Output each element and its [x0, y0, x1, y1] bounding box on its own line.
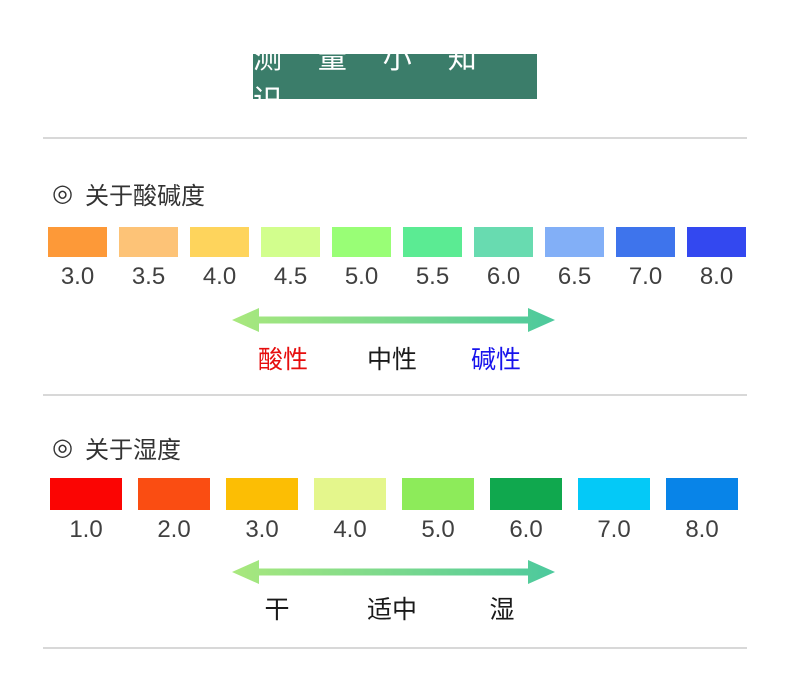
scale-value: 7.0	[628, 263, 663, 290]
color-swatch	[314, 478, 386, 510]
color-swatch	[616, 227, 675, 257]
scale-value: 7.0	[597, 516, 631, 543]
scale-cell: 3.5	[119, 227, 178, 291]
scale-value: 3.5	[131, 263, 166, 290]
scale-cell: 5.0	[402, 478, 474, 544]
color-swatch	[578, 478, 650, 510]
color-swatch	[687, 227, 746, 257]
scale-cell: 7.0	[616, 227, 675, 291]
scale-cell: 5.0	[332, 227, 391, 291]
acidic-label: 酸性	[257, 346, 309, 374]
color-swatch	[48, 227, 107, 257]
scale-value: 1.0	[69, 516, 103, 543]
color-swatch	[119, 227, 178, 257]
scale-value: 4.0	[202, 263, 237, 290]
scale-cell: 8.0	[666, 478, 738, 544]
circle-bullet-icon: ◎	[52, 434, 73, 461]
section-heading-ph-label: 关于酸碱度	[84, 183, 205, 210]
color-swatch	[402, 478, 474, 510]
scale-cell: 3.0	[226, 478, 298, 544]
scale-cell: 4.5	[261, 227, 320, 291]
color-swatch	[474, 227, 533, 257]
scale-cell: 2.0	[138, 478, 210, 544]
scale-value: 4.5	[273, 263, 308, 290]
scale-cell: 6.0	[490, 478, 562, 544]
title-banner: 测 量 小 知 识	[253, 43, 537, 117]
wet-label: 湿	[489, 596, 515, 624]
color-swatch	[332, 227, 391, 257]
scale-cell: 8.0	[687, 227, 746, 291]
scale-cell: 4.0	[190, 227, 249, 291]
section-heading-humidity: ◎ 关于湿度	[52, 430, 181, 465]
moderate-label: 适中	[366, 596, 418, 624]
color-swatch	[226, 478, 298, 510]
circle-bullet-icon: ◎	[52, 180, 73, 207]
scale-value: 8.0	[685, 516, 719, 543]
scale-cell: 3.0	[48, 227, 107, 291]
divider	[43, 137, 747, 139]
scale-value: 3.0	[245, 516, 279, 543]
scale-value: 8.0	[699, 263, 734, 290]
gradient-double-arrow	[232, 307, 555, 333]
page-title: 测 量 小 知 识	[253, 42, 491, 117]
color-swatch	[190, 227, 249, 257]
scale-value: 3.0	[60, 263, 95, 290]
scale-value: 6.5	[557, 263, 592, 290]
scale-cell: 7.0	[578, 478, 650, 544]
section-heading-ph: ◎ 关于酸碱度	[52, 176, 205, 211]
color-swatch	[138, 478, 210, 510]
alkaline-label: 碱性	[470, 346, 522, 374]
divider	[43, 647, 747, 649]
section-heading-humidity-label: 关于湿度	[84, 437, 181, 464]
scale-cell: 1.0	[50, 478, 122, 544]
neutral-label: 中性	[366, 346, 418, 374]
humidity-color-scale: 1.0 2.0 3.0 4.0 5.0 6.0 7.0 8.0	[50, 478, 738, 544]
color-swatch	[403, 227, 462, 257]
color-swatch	[545, 227, 604, 257]
color-swatch	[490, 478, 562, 510]
scale-cell: 6.5	[545, 227, 604, 291]
scale-value: 5.0	[421, 516, 455, 543]
scale-cell: 5.5	[403, 227, 462, 291]
scale-cell: 4.0	[314, 478, 386, 544]
scale-cell: 6.0	[474, 227, 533, 291]
scale-value: 6.0	[486, 263, 521, 290]
scale-value: 5.5	[415, 263, 450, 290]
scale-value: 5.0	[344, 263, 379, 290]
color-swatch	[666, 478, 738, 510]
gradient-double-arrow	[232, 559, 555, 585]
scale-value: 2.0	[157, 516, 191, 543]
color-swatch	[50, 478, 122, 510]
divider	[43, 394, 747, 396]
ph-color-scale: 3.0 3.5 4.0 4.5 5.0 5.5 6.0 6.5	[48, 227, 746, 291]
dry-label: 干	[264, 596, 290, 624]
scale-value: 4.0	[333, 516, 367, 543]
scale-value: 6.0	[509, 516, 543, 543]
color-swatch	[261, 227, 320, 257]
